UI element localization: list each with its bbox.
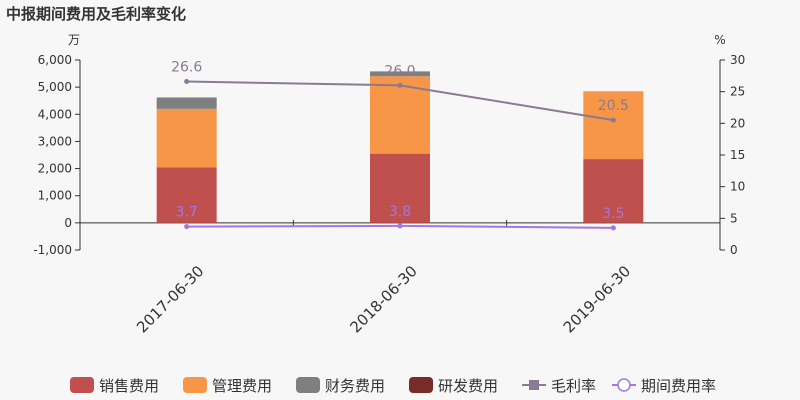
legend-label: 管理费用 — [212, 377, 272, 395]
series-point — [184, 224, 190, 230]
left-tick-label: 0 — [64, 216, 72, 230]
series-point — [610, 117, 616, 123]
data-label: 26.0 — [384, 63, 415, 79]
bar-segment — [156, 97, 217, 109]
left-tick-label: 3,000 — [38, 134, 72, 148]
legend-swatch — [409, 377, 433, 393]
data-label: 26.6 — [171, 60, 202, 76]
x-tick-label: 2018-06-30 — [346, 262, 420, 336]
bar-segment — [156, 167, 217, 223]
left-tick-label: 4,000 — [38, 107, 72, 121]
left-tick-label: 5,000 — [38, 80, 72, 94]
bar-segment — [370, 153, 430, 223]
legend-swatch — [70, 377, 94, 393]
bar-segment — [583, 159, 644, 223]
data-label: 3.8 — [389, 204, 411, 220]
x-tick-label: 2017-06-30 — [133, 262, 207, 336]
chart-title: 中报期间费用及毛利率变化 — [6, 5, 187, 23]
right-tick-label: 25 — [730, 85, 745, 99]
right-tick-label: 5 — [730, 211, 738, 225]
data-label: 3.7 — [176, 205, 198, 221]
right-tick-label: 10 — [730, 180, 745, 194]
left-tick-label: 2,000 — [38, 162, 72, 176]
right-tick-label: 15 — [730, 148, 745, 162]
data-label: 20.5 — [598, 98, 629, 114]
legend-label: 毛利率 — [551, 377, 596, 395]
left-tick-label: -1,000 — [33, 243, 72, 257]
bar-segment — [370, 71, 430, 77]
bar-segment — [156, 108, 217, 168]
series-point — [397, 82, 403, 88]
right-tick-label: 30 — [730, 53, 745, 67]
data-label: 3.5 — [602, 206, 624, 222]
bar-segment — [583, 91, 644, 160]
left-tick-label: 1,000 — [38, 189, 72, 203]
left-unit-label: 万 — [68, 33, 80, 47]
legend-marker — [617, 378, 631, 392]
x-tick-label: 2019-06-30 — [560, 262, 634, 336]
series-point — [610, 225, 616, 231]
right-tick-label: 20 — [730, 116, 745, 130]
legend-label: 销售费用 — [99, 377, 159, 395]
right-unit-label: % — [714, 33, 725, 47]
right-tick-label: 0 — [730, 243, 738, 257]
legend-marker — [529, 380, 539, 390]
series-point — [184, 79, 190, 85]
legend-swatch — [296, 377, 320, 393]
legend-swatch — [183, 377, 207, 393]
series-point — [397, 223, 403, 229]
legend-label: 研发费用 — [438, 377, 498, 395]
legend-label: 财务费用 — [325, 377, 385, 395]
legend-label: 期间费用率 — [641, 377, 716, 395]
left-tick-label: 6,000 — [38, 53, 72, 67]
